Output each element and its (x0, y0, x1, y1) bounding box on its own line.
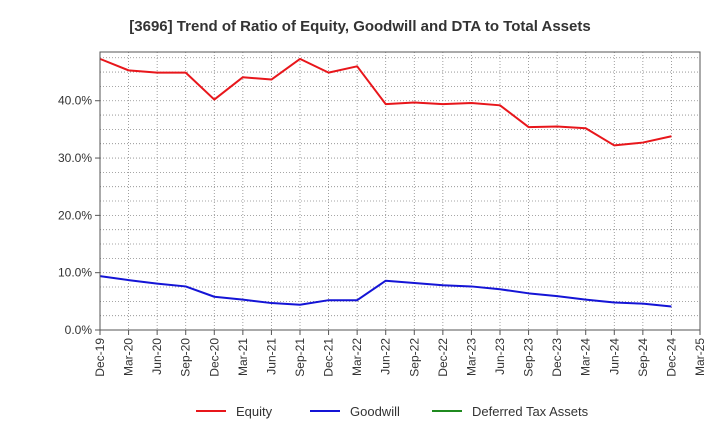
x-tick-label: Dec-20 (207, 338, 221, 377)
x-tick-label: Mar-23 (464, 338, 478, 376)
x-tick-label: Jun-21 (264, 338, 278, 375)
x-tick-label: Jun-23 (493, 338, 507, 375)
legend-label-goodwill: Goodwill (350, 404, 400, 419)
x-tick-label: Jun-20 (150, 338, 164, 375)
x-tick-label: Sep-24 (636, 338, 650, 377)
x-tick-label: Sep-21 (293, 338, 307, 377)
x-tick-label: Mar-21 (236, 338, 250, 376)
x-tick-label: Dec-19 (93, 338, 107, 377)
x-tick-label: Jun-24 (607, 338, 621, 375)
x-tick-label: Dec-22 (436, 338, 450, 377)
grid-layer (100, 52, 700, 330)
x-tick-label: Sep-23 (522, 338, 536, 377)
chart-title: [3696] Trend of Ratio of Equity, Goodwil… (129, 18, 590, 35)
series-line-goodwill (99, 275, 672, 308)
x-axis: Dec-19 Mar-20 Jun-20 Sep-20 Dec-20 Mar-21 Jun-… (93, 330, 707, 377)
x-tick-label: Dec-21 (322, 338, 336, 377)
y-axis: 0.0% 10.0% 20.0% 30.0% 40.0% (58, 94, 100, 337)
plot-frame (99, 51, 701, 331)
y-tick-label: 40.0% (58, 94, 92, 108)
y-tick-label: 10.0% (58, 266, 92, 280)
series-line-equity (99, 57, 672, 147)
x-tick-label: Mar-20 (122, 338, 136, 376)
series-layer (99, 57, 672, 308)
y-tick-label: 20.0% (58, 208, 92, 222)
x-tick-label: Mar-22 (350, 338, 364, 376)
x-tick-label: Jun-22 (379, 338, 393, 375)
x-tick-label: Sep-22 (407, 338, 421, 377)
y-tick-label: 0.0% (65, 323, 93, 337)
legend-label-deferred-tax-assets: Deferred Tax Assets (472, 404, 589, 419)
x-tick-label: Dec-24 (664, 338, 678, 377)
legend: Equity Goodwill Deferred Tax Assets (196, 404, 589, 419)
x-tick-label: Dec-23 (550, 338, 564, 377)
x-tick-label: Mar-25 (693, 338, 707, 376)
x-tick-label: Sep-20 (179, 338, 193, 377)
x-tick-label: Mar-24 (579, 338, 593, 376)
y-tick-label: 30.0% (58, 151, 92, 165)
legend-label-equity: Equity (236, 404, 273, 419)
